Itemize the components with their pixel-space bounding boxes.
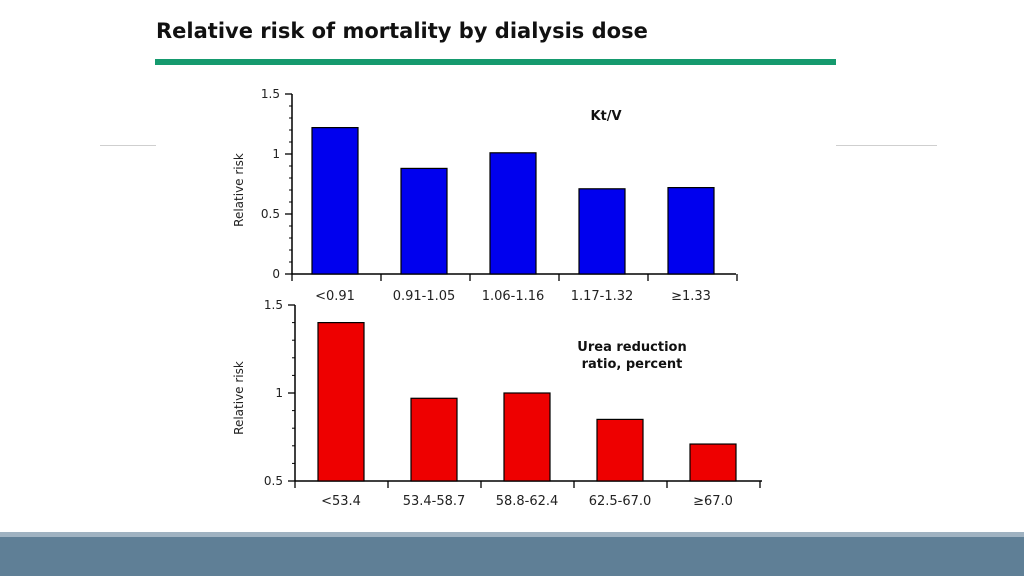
title-underline: [155, 59, 836, 65]
chart1-bar: [400, 167, 448, 275]
chart1-y-tick-label: 1: [272, 147, 280, 161]
chart1-x-tick-label: <0.91: [315, 289, 355, 304]
chart2-bar: [689, 443, 737, 482]
chart1-bar: [578, 188, 626, 275]
decorative-line-left: [100, 145, 156, 146]
chart1-bar: [489, 152, 537, 275]
footer-accent-strip: [0, 532, 1024, 537]
footer-band: [0, 537, 1024, 576]
chart2-x-tick-label: <53.4: [321, 494, 361, 509]
chart2-bar: [317, 322, 365, 482]
chart2-x-tick-label: 53.4-58.7: [403, 494, 466, 509]
chart2-y-tick-label: 0.5: [264, 474, 283, 488]
chart1-y-tick-label: 0.5: [261, 207, 280, 221]
chart1-annotation: Kt/V: [590, 109, 621, 124]
chart2-bar: [503, 392, 551, 482]
chart1-y-tick-label: 1.5: [261, 87, 280, 101]
chart2-bar: [410, 397, 458, 482]
chart1-bar: [667, 187, 715, 275]
chart1-bar: [311, 126, 359, 275]
slide-title: Relative risk of mortality by dialysis d…: [156, 19, 648, 43]
chart2-x-tick-label: ≥67.0: [693, 494, 733, 509]
chart2-y-tick-label: 1.5: [264, 298, 283, 312]
chart2-y-tick-label: 1: [275, 386, 283, 400]
chart1-x-tick-label: 1.17-1.32: [571, 289, 634, 304]
chart2-y-axis-label: Relative risk: [232, 361, 246, 435]
chart2-x-tick-label: 62.5-67.0: [589, 494, 652, 509]
chart2-annotation: Urea reduction: [577, 340, 686, 355]
chart1-y-tick-label: 0: [272, 267, 280, 281]
chart1-x-tick-label: 1.06-1.16: [482, 289, 545, 304]
chart2-annotation: ratio, percent: [582, 357, 683, 372]
chart2-bar: [596, 418, 644, 482]
chart1-y-axis-label: Relative risk: [232, 153, 246, 227]
decorative-line-right: [836, 145, 937, 146]
chart2-x-tick-label: 58.8-62.4: [496, 494, 559, 509]
chart1-x-tick-label: ≥1.33: [671, 289, 711, 304]
chart1-x-tick-label: 0.91-1.05: [393, 289, 456, 304]
